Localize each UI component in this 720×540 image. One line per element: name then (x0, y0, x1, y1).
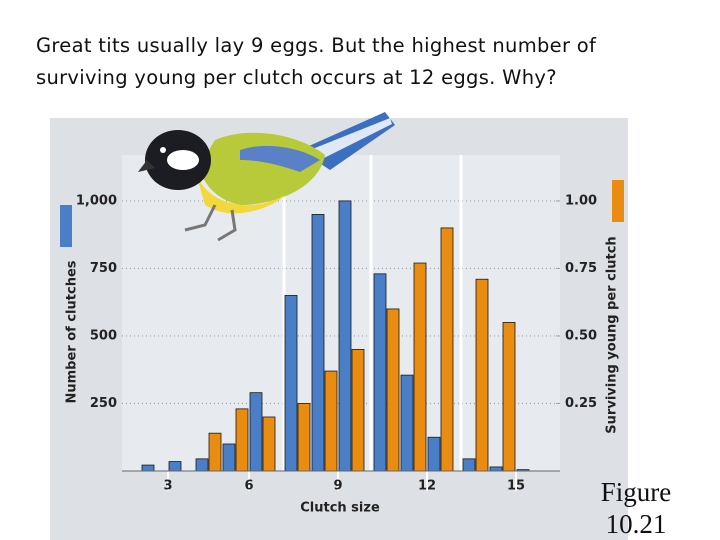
bird-legs (184, 204, 237, 242)
bar (338, 200, 352, 472)
figure-label: Figure 10.21 (600, 477, 672, 539)
bar (222, 443, 236, 472)
title-line: Great tits usually lay 9 eggs. But the h… (36, 34, 597, 57)
bar (400, 374, 414, 472)
bird-eye (160, 147, 166, 153)
x-tick-label: 3 (163, 479, 172, 494)
x-tick-label: 6 (244, 479, 253, 494)
bird-belly (195, 170, 285, 214)
bar (208, 432, 222, 472)
y2-tick-label: 0.50 (565, 328, 597, 343)
y2-axis-label: Surviving young per clutch (605, 236, 620, 433)
y2-tick-label: 0.75 (565, 261, 597, 276)
bird (138, 112, 395, 242)
bar (297, 403, 311, 472)
bar (386, 308, 400, 472)
legend-swatch (60, 205, 72, 247)
y-tick-label: 500 (90, 328, 117, 343)
slide-title: Great tits usually lay 9 eggs. But the h… (36, 30, 596, 94)
bar (440, 227, 454, 472)
y-axis-label: Number of clutches (65, 260, 80, 403)
bird-cheek (167, 150, 199, 170)
bar (141, 464, 155, 472)
x-tick-label: 9 (333, 479, 342, 494)
bar (324, 370, 338, 472)
bird-beak (138, 160, 155, 172)
bar (427, 436, 441, 472)
y2-tick-label: 1.00 (565, 193, 597, 208)
legend-swatch (612, 180, 624, 222)
bar (235, 408, 249, 472)
x-tick-label: 15 (507, 479, 525, 494)
bar (168, 461, 182, 472)
bird-tail-stripe (305, 118, 392, 160)
x-tick-label: 12 (418, 479, 436, 494)
x-axis-label: Clutch size (300, 501, 380, 516)
bar (475, 278, 489, 472)
bar (249, 392, 263, 472)
bar (311, 214, 325, 472)
bar (462, 458, 476, 472)
bar (195, 458, 209, 472)
y-tick-label: 750 (90, 261, 117, 276)
y-tick-label: 250 (90, 396, 117, 411)
bar (502, 322, 516, 472)
y2-tick-label: 0.25 (565, 396, 597, 411)
bar (373, 273, 387, 472)
y-tick-label: 1,000 (76, 193, 117, 208)
bar (284, 295, 298, 472)
title-line: surviving young per clutch occurs at 12 … (36, 66, 557, 89)
bird-wing (240, 145, 320, 172)
bar (262, 416, 276, 472)
bar (489, 466, 503, 472)
bar (413, 262, 427, 472)
bar (351, 349, 365, 472)
